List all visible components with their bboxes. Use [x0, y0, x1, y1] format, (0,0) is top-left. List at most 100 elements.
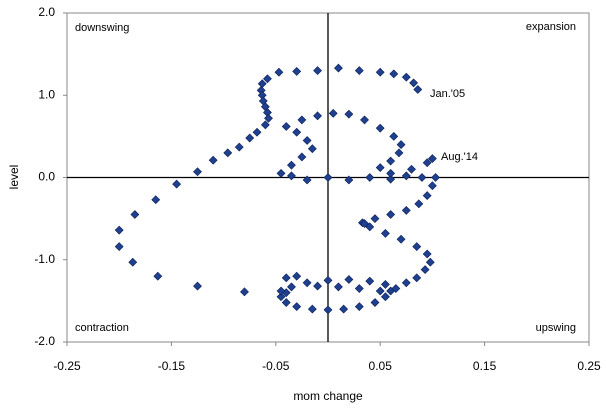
point — [380, 292, 390, 302]
point — [240, 287, 249, 297]
point — [401, 72, 411, 82]
point — [380, 280, 390, 289]
point — [281, 273, 291, 283]
point — [360, 219, 369, 228]
point — [307, 144, 317, 154]
point — [223, 148, 233, 158]
point — [412, 242, 422, 252]
point — [130, 210, 140, 219]
point — [264, 113, 273, 123]
point — [417, 173, 427, 182]
x-tick-label: -0.05 — [262, 359, 290, 373]
x-tick-label: 0.15 — [473, 359, 497, 373]
annotation: Aug.'14 — [441, 151, 478, 163]
point — [334, 63, 343, 73]
annotation: Jan.'05 — [430, 88, 465, 100]
point — [260, 120, 270, 130]
point — [344, 275, 354, 284]
point — [114, 242, 124, 252]
point — [375, 163, 385, 173]
point — [420, 265, 430, 275]
point — [274, 67, 284, 77]
point — [313, 111, 322, 121]
point — [302, 278, 312, 288]
point — [375, 286, 385, 296]
point — [386, 156, 396, 166]
quadrant-label: expansion — [526, 21, 576, 33]
y-tick-label: -2.0 — [34, 334, 55, 348]
point — [193, 281, 202, 291]
point — [375, 123, 385, 133]
point — [375, 67, 385, 77]
point — [354, 284, 364, 293]
point — [287, 282, 296, 292]
point — [389, 131, 399, 141]
point — [302, 175, 312, 185]
point — [427, 154, 437, 164]
point — [365, 276, 375, 286]
point — [365, 173, 375, 182]
point — [234, 142, 244, 152]
point — [281, 122, 291, 131]
point — [413, 85, 423, 94]
point — [370, 214, 380, 224]
quadrant-label: contraction — [75, 322, 129, 334]
point — [422, 249, 432, 259]
point — [153, 271, 163, 281]
point — [431, 173, 440, 182]
point — [328, 108, 338, 118]
point — [287, 171, 296, 181]
x-tick-label: 0.25 — [577, 359, 601, 373]
point — [334, 282, 343, 292]
point — [323, 305, 333, 315]
point — [292, 127, 302, 137]
point — [391, 284, 401, 293]
y-tick-label: -1.0 — [34, 252, 55, 266]
point — [292, 302, 302, 312]
point — [412, 273, 422, 283]
point — [427, 181, 437, 191]
point — [401, 278, 411, 288]
point — [287, 160, 296, 170]
point — [281, 298, 291, 307]
point — [172, 179, 182, 189]
point — [297, 115, 307, 125]
point — [386, 210, 396, 219]
point — [307, 304, 317, 314]
point — [401, 171, 411, 181]
point — [245, 133, 255, 143]
point — [114, 225, 124, 235]
point — [151, 195, 161, 205]
point — [365, 222, 375, 232]
x-tick-label: -0.15 — [158, 359, 186, 373]
point — [414, 199, 424, 209]
point — [292, 66, 302, 76]
point — [354, 302, 364, 312]
y-tick-label: 0.0 — [38, 170, 55, 184]
point — [128, 257, 138, 267]
point — [276, 286, 286, 296]
point — [389, 69, 399, 79]
point — [409, 78, 419, 88]
point — [276, 168, 286, 178]
point — [344, 109, 354, 119]
x-tick-label: -0.25 — [53, 359, 81, 373]
point — [396, 140, 406, 150]
point — [386, 168, 396, 178]
point — [354, 66, 364, 75]
point — [401, 205, 411, 215]
y-tick-label: 2.0 — [38, 5, 55, 19]
point — [344, 175, 354, 185]
point — [313, 281, 322, 291]
point — [323, 173, 333, 182]
point — [370, 298, 380, 307]
point — [208, 155, 218, 165]
point — [252, 127, 262, 137]
x-tick-label: 0.05 — [369, 359, 393, 373]
point — [394, 148, 404, 158]
point — [360, 115, 369, 125]
point — [302, 136, 312, 145]
point — [339, 304, 349, 314]
